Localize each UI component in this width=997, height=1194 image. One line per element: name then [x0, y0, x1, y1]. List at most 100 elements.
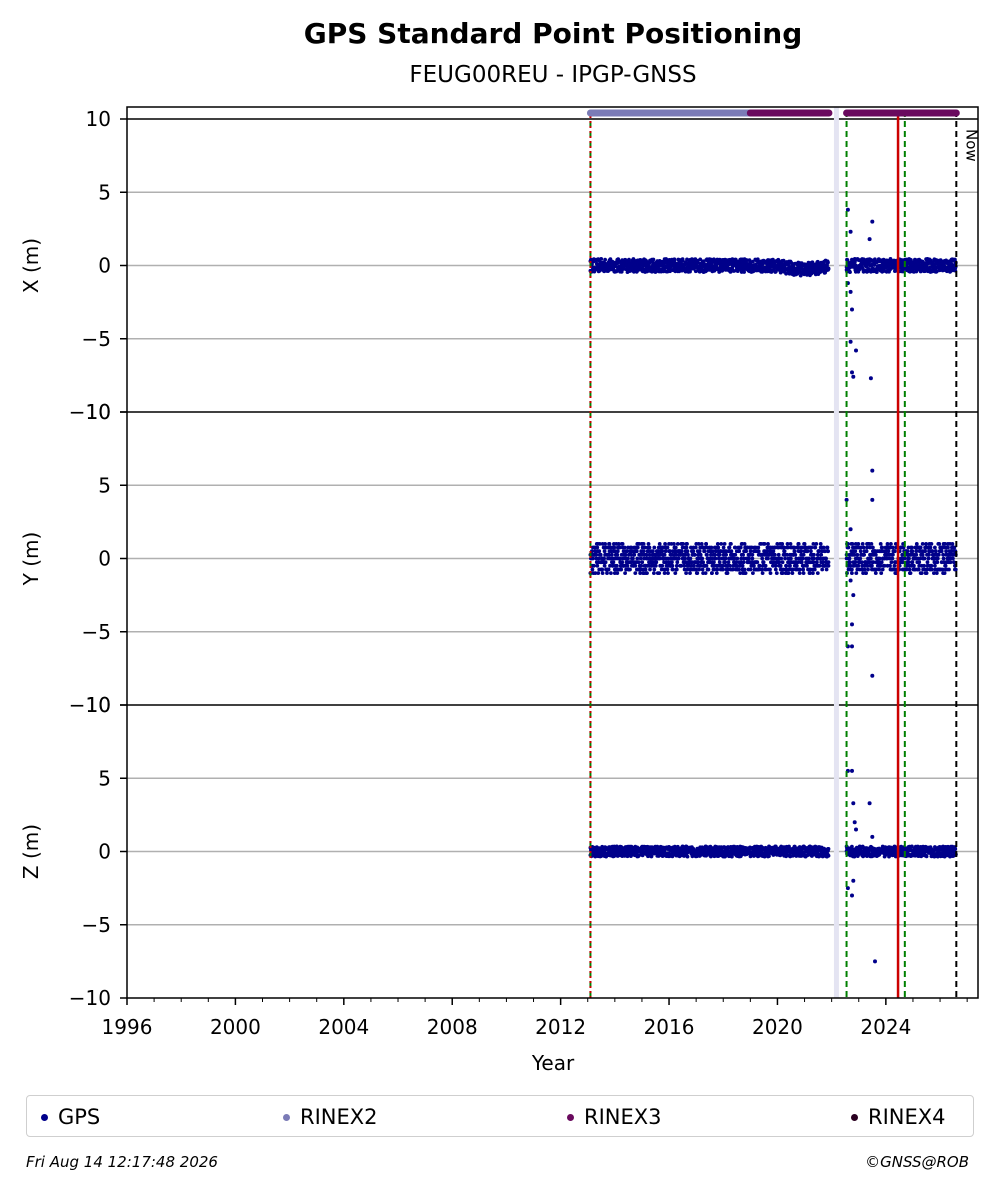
gps-point [729, 549, 734, 554]
gps-point [684, 571, 688, 575]
gps-point [607, 552, 611, 557]
gps-point [797, 845, 802, 849]
gps-point [801, 571, 806, 575]
gps-point [670, 563, 675, 568]
gps-point [714, 571, 719, 575]
gps-point [622, 545, 627, 550]
gps-point [654, 560, 659, 565]
gps-point [712, 552, 717, 557]
gps-point [811, 560, 816, 565]
y-tick-label: 5 [98, 766, 111, 790]
gps-point [786, 571, 791, 575]
gps-point [940, 268, 945, 273]
gps-point [603, 560, 608, 565]
gps-point [639, 563, 644, 568]
gps-outlier-point [850, 307, 854, 312]
y-tick-label: 10 [86, 107, 111, 131]
gps-point [736, 567, 741, 572]
gps-point [734, 560, 739, 565]
gps-point [794, 556, 799, 561]
gps-point [662, 571, 667, 575]
gps-point [600, 844, 605, 849]
gps-point [791, 853, 795, 858]
gps-point [826, 847, 831, 851]
gps-point [683, 556, 687, 561]
gps-point [752, 563, 756, 568]
gps-outlier-point [870, 673, 875, 678]
gps-outlier-point [848, 289, 853, 294]
gps-point [750, 552, 755, 557]
gps-outlier-point [868, 376, 873, 381]
gps-point [871, 560, 876, 565]
gps-point [723, 556, 728, 561]
gps-point [762, 542, 767, 546]
gps-point [671, 567, 675, 572]
gps-point [603, 542, 607, 546]
gps-point [925, 560, 930, 565]
gps-point [865, 545, 869, 550]
gps-point [750, 556, 755, 561]
gps-point [853, 549, 858, 554]
gps-point [947, 567, 951, 572]
gps-point [888, 257, 893, 261]
gps-point [657, 571, 662, 575]
gps-point [868, 545, 872, 550]
gps-point [696, 542, 701, 546]
gps-point [703, 571, 708, 575]
gps-point [826, 260, 830, 265]
gps-point [653, 563, 658, 568]
legend-marker-rinex3 [567, 1113, 574, 1121]
gps-point [924, 571, 929, 575]
gps-point [824, 567, 829, 572]
gps-point [751, 259, 755, 264]
gps-point [889, 560, 894, 565]
gps-point [597, 542, 602, 546]
gps-point [740, 563, 745, 568]
gps-point [933, 545, 937, 550]
gps-point [934, 269, 939, 274]
gps-point [914, 552, 919, 557]
gps-point [688, 571, 692, 575]
gps-point [788, 563, 792, 568]
gps-point [893, 542, 898, 546]
gps-point [797, 571, 802, 575]
gps-point [747, 556, 751, 561]
gps-point [813, 545, 818, 550]
gps-point [935, 560, 940, 565]
gps-point [888, 563, 892, 568]
gps-point [928, 545, 933, 550]
gps-point [795, 560, 800, 565]
gps-point [744, 258, 749, 262]
gps-point [925, 567, 929, 572]
gps-point [672, 542, 676, 546]
gps-point [927, 552, 931, 557]
gps-point [641, 542, 646, 546]
gps-point [812, 552, 816, 557]
gps-point [910, 545, 914, 550]
gps-point [593, 571, 598, 575]
gps-point [663, 549, 668, 554]
gps-outlier-point [870, 834, 875, 839]
gps-point [879, 560, 884, 565]
gps-point [847, 556, 852, 561]
gps-point [665, 567, 670, 572]
gps-point [742, 542, 747, 546]
gps-point [595, 545, 600, 550]
gps-point [748, 567, 753, 572]
gps-point [755, 257, 760, 262]
gps-point [848, 560, 852, 565]
now-label: Now [962, 129, 980, 162]
gps-point [753, 262, 758, 267]
gps-point [926, 556, 931, 561]
chart-title: GPS Standard Point Positioning [304, 17, 803, 50]
gps-point [620, 542, 625, 546]
gps-point [943, 563, 948, 568]
gps-point [891, 545, 895, 550]
gps-point [905, 549, 910, 554]
gps-point [780, 560, 785, 565]
gps-point [941, 556, 946, 561]
gps-point [682, 567, 687, 572]
gps-point [779, 556, 784, 561]
gps-point [914, 549, 919, 554]
gps-point [771, 549, 776, 554]
